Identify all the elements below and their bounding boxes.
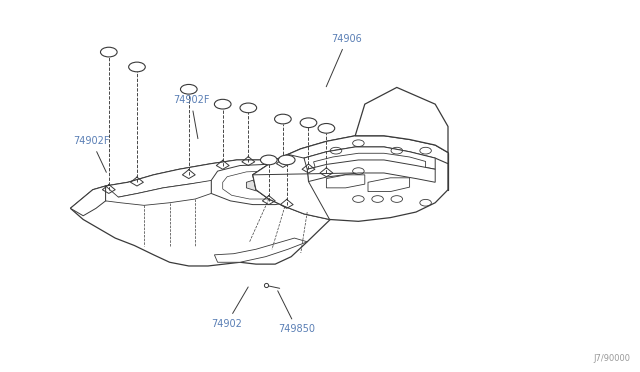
Polygon shape: [285, 166, 307, 182]
Polygon shape: [214, 238, 307, 262]
Text: 749850: 749850: [278, 291, 316, 334]
Circle shape: [129, 62, 145, 72]
Circle shape: [300, 118, 317, 128]
Circle shape: [100, 47, 117, 57]
Circle shape: [214, 99, 231, 109]
Circle shape: [260, 155, 277, 165]
Text: J7/90000: J7/90000: [593, 354, 630, 363]
Circle shape: [180, 84, 197, 94]
Circle shape: [275, 114, 291, 124]
Polygon shape: [211, 164, 314, 205]
Circle shape: [240, 103, 257, 113]
Circle shape: [318, 124, 335, 133]
Polygon shape: [70, 186, 106, 216]
Polygon shape: [253, 154, 288, 206]
Polygon shape: [70, 160, 358, 266]
Text: 74902: 74902: [211, 287, 248, 328]
Polygon shape: [223, 171, 300, 199]
Polygon shape: [253, 154, 330, 219]
Text: 74906: 74906: [326, 34, 362, 87]
Polygon shape: [355, 87, 448, 153]
Text: 74902F: 74902F: [173, 96, 209, 139]
Polygon shape: [253, 136, 448, 221]
Polygon shape: [314, 153, 426, 171]
Polygon shape: [368, 178, 410, 192]
Polygon shape: [246, 179, 274, 191]
Polygon shape: [106, 160, 358, 201]
Polygon shape: [326, 175, 365, 188]
Circle shape: [278, 155, 295, 165]
Polygon shape: [288, 136, 448, 164]
Polygon shape: [307, 160, 435, 182]
Polygon shape: [106, 180, 211, 205]
Polygon shape: [304, 147, 435, 169]
Text: 74902F: 74902F: [74, 137, 110, 172]
